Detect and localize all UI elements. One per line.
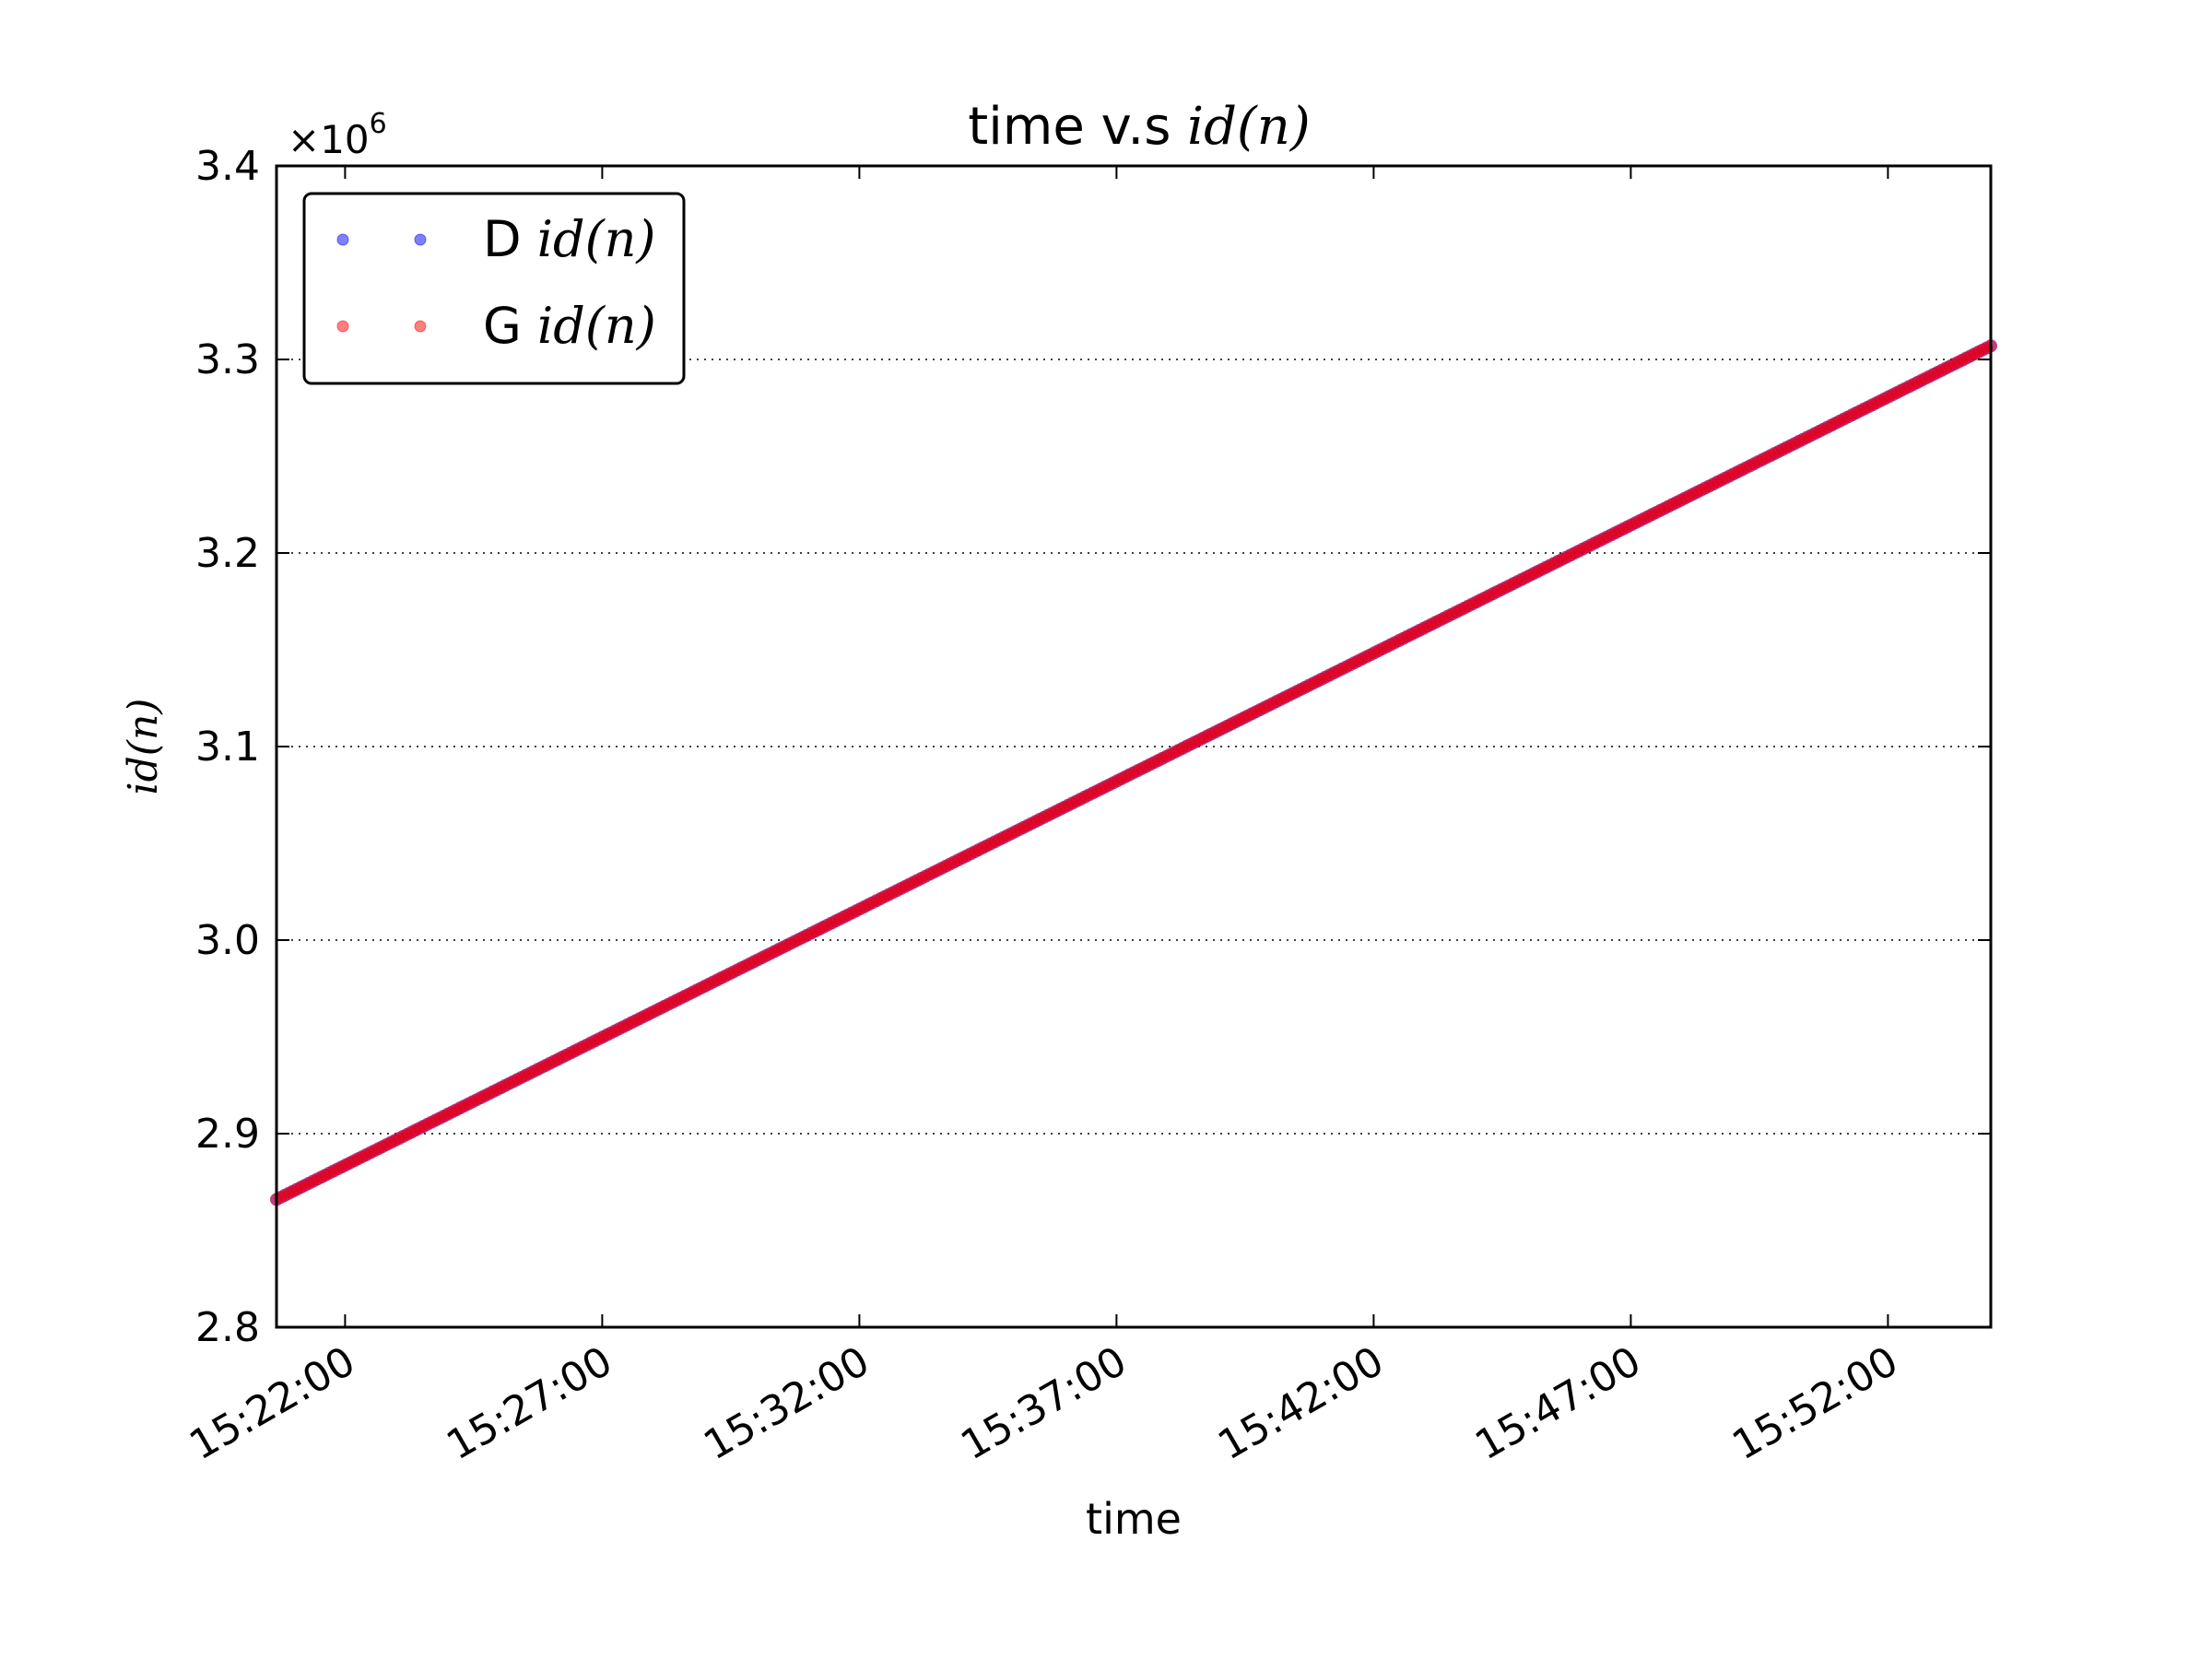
y-gridlines (276, 359, 1991, 1135)
legend-label-d: D id(n) (483, 210, 656, 268)
legend: D id(n) G id(n) (302, 192, 686, 385)
x-axis-label: time (1086, 1494, 1182, 1544)
data-series (270, 339, 1997, 1206)
y-offset-label: ×106 (288, 108, 387, 162)
y-axis-ticks: 2.8 2.9 3.0 3.1 3.2 3.3 3.4 (195, 143, 1991, 1351)
y-tick-label: 3.2 (195, 530, 260, 577)
legend-box (302, 192, 686, 385)
y-tick-label: 3.1 (195, 724, 260, 771)
legend-marker-d (414, 233, 427, 246)
chart-title: time v.s id(n) (968, 97, 1310, 157)
legend-entry-g: G id(n) (336, 297, 656, 355)
y-tick-label: 3.4 (195, 143, 260, 190)
series-1 (270, 339, 1997, 1206)
legend-marker-g (336, 320, 349, 333)
y-axis-label: id(n) (120, 699, 167, 795)
legend-label-g: G id(n) (483, 297, 656, 355)
legend-marker-d (336, 233, 349, 246)
y-tick-label: 3.3 (195, 336, 260, 383)
y-tick-label: 2.8 (195, 1304, 260, 1351)
legend-entry-d: D id(n) (336, 210, 656, 268)
y-tick-label: 2.9 (195, 1111, 260, 1158)
y-tick-label: 3.0 (195, 917, 260, 964)
legend-marker-g (414, 320, 427, 333)
